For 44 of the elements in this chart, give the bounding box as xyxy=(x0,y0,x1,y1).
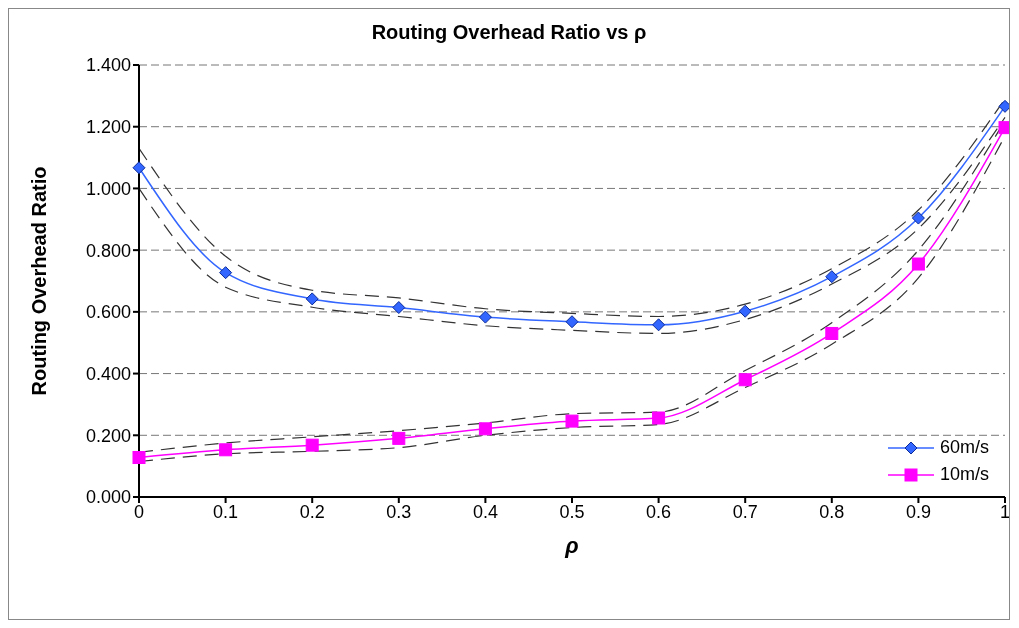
x-tick-label: 0.8 xyxy=(819,501,845,522)
x-tick-label: 0.9 xyxy=(905,501,931,522)
point xyxy=(652,411,666,425)
point xyxy=(219,266,233,280)
y-tick-label: 0.400 xyxy=(85,363,131,384)
point xyxy=(219,443,233,457)
point xyxy=(565,414,579,428)
point xyxy=(738,373,752,387)
point xyxy=(305,292,319,306)
point xyxy=(305,438,319,452)
legend-label: 10m/s xyxy=(939,464,989,485)
point xyxy=(911,257,925,271)
point xyxy=(392,431,406,445)
y-axis-title: Routing Overhead Ratio xyxy=(28,166,51,396)
point xyxy=(825,326,839,340)
point xyxy=(652,318,666,332)
chart-title: Routing Overhead Ratio vs ρ xyxy=(370,20,648,45)
x-tick-label: 0.3 xyxy=(386,501,412,522)
point xyxy=(392,301,406,315)
point xyxy=(911,211,925,225)
y-tick-label: 0.800 xyxy=(85,240,131,261)
x-tick-label: 0.1 xyxy=(213,501,239,522)
y-tick-label: 1.200 xyxy=(85,117,131,138)
y-tick-label: 0.000 xyxy=(85,487,131,508)
x-tick-label: 0.6 xyxy=(646,501,672,522)
x-tick-label: 0.4 xyxy=(472,501,498,522)
x-axis-title: ρ xyxy=(564,532,579,558)
point xyxy=(478,310,492,324)
point xyxy=(132,451,146,464)
y-tick-label: 1.400 xyxy=(85,55,131,76)
x-tick-label: 0.5 xyxy=(559,501,585,522)
x-tick-label: 0 xyxy=(133,501,145,522)
legend-label: 60m/s xyxy=(939,437,989,458)
point xyxy=(132,161,146,175)
point xyxy=(565,315,579,329)
x-tick-label: 1 xyxy=(999,501,1011,522)
x-tick-label: 0.2 xyxy=(299,501,325,522)
x-tick-label: 0.7 xyxy=(732,501,758,522)
y-tick-label: 0.200 xyxy=(85,425,131,446)
point xyxy=(478,422,492,436)
point xyxy=(825,270,839,284)
y-tick-label: 0.600 xyxy=(85,302,131,323)
point xyxy=(738,304,752,318)
y-tick-label: 1.000 xyxy=(85,178,131,199)
